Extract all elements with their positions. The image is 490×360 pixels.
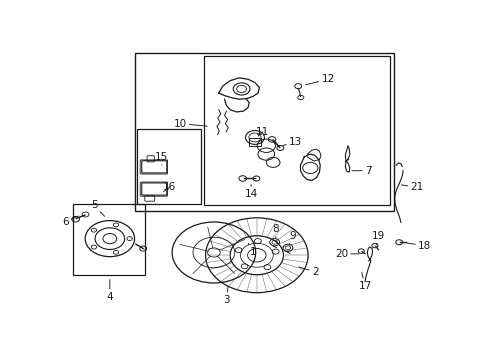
Text: 12: 12 <box>306 74 335 85</box>
Bar <box>73 204 145 275</box>
Bar <box>135 53 393 211</box>
Text: 17: 17 <box>358 273 372 291</box>
Bar <box>249 138 261 146</box>
Text: 9: 9 <box>289 231 296 244</box>
Text: 18: 18 <box>407 240 432 251</box>
Bar <box>137 129 201 204</box>
Text: 7: 7 <box>352 166 372 176</box>
Text: 8: 8 <box>272 224 279 239</box>
Text: 2: 2 <box>299 267 318 277</box>
Text: 5: 5 <box>91 201 105 216</box>
Text: 15: 15 <box>155 152 169 165</box>
Text: 6: 6 <box>62 216 78 227</box>
Text: 20: 20 <box>335 249 359 259</box>
Text: 3: 3 <box>223 287 230 305</box>
Text: 21: 21 <box>401 183 424 192</box>
Text: 10: 10 <box>173 118 207 129</box>
Text: 14: 14 <box>245 185 258 199</box>
Text: 13: 13 <box>283 136 302 147</box>
Text: 16: 16 <box>163 183 176 192</box>
Bar <box>204 56 390 205</box>
Text: 19: 19 <box>372 231 385 245</box>
Text: 11: 11 <box>256 127 269 137</box>
Text: 4: 4 <box>106 279 113 302</box>
Text: 1: 1 <box>248 243 256 257</box>
